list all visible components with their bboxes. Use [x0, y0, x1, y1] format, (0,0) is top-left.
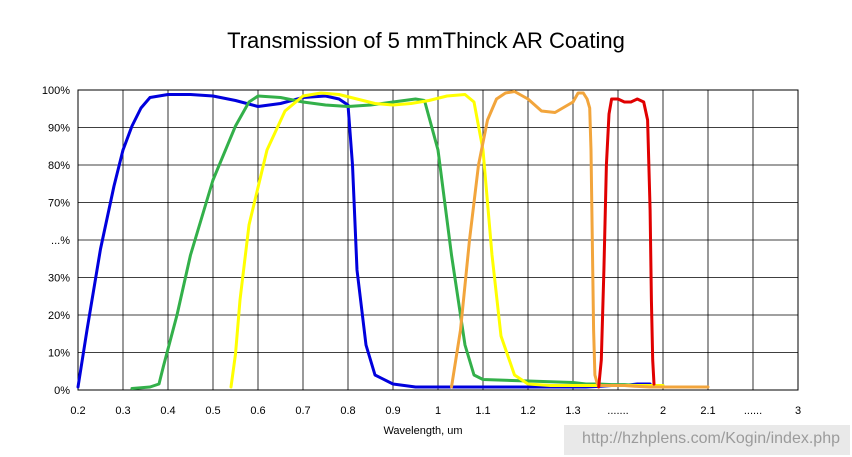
x-tick-label: 1.2	[520, 405, 535, 417]
y-tick-label: 20%	[48, 310, 70, 322]
y-tick-label: 90%	[48, 123, 70, 135]
x-axis-label: Wavelength, um	[383, 425, 462, 437]
x-tick-label: 1	[435, 405, 441, 417]
x-tick-label: .......	[607, 405, 628, 417]
series-line-4	[450, 90, 710, 389]
series-line-1	[76, 93, 652, 389]
x-tick-label: 1.3	[565, 405, 580, 417]
y-tick-label: 10%	[48, 348, 70, 360]
x-tick-label: 0.5	[205, 405, 220, 417]
x-tick-label: 2	[660, 405, 666, 417]
x-tick-label: 0.6	[250, 405, 265, 417]
chart-title: Transmission of 5 mmThinck AR Coating	[227, 28, 625, 53]
x-tick-label: 0.7	[295, 405, 310, 417]
series-layer	[76, 90, 710, 390]
x-tick-label: 0.8	[340, 405, 355, 417]
y-tick-label: 70%	[48, 198, 70, 210]
watermark-text: http://hzhplens.com/Kogin/index.php	[582, 430, 840, 447]
x-tick-label: 0.4	[160, 405, 175, 417]
y-tick-label: 100%	[42, 85, 70, 97]
x-tick-label: 2.1	[700, 405, 715, 417]
series-line-5	[597, 97, 656, 389]
y-tick-label: 30%	[48, 273, 70, 285]
x-tick-label: ......	[744, 405, 762, 417]
y-tick-label: 0%	[54, 385, 70, 397]
x-tick-label: 3	[795, 405, 801, 417]
x-tick-label: 0.3	[115, 405, 130, 417]
y-tick-label: ...%	[51, 235, 70, 247]
x-tick-label: 0.2	[70, 405, 85, 417]
grid-lines	[77, 89, 799, 391]
x-tick-label: 1.1	[475, 405, 490, 417]
axis-layer: 0.2 0.3 0.4 0.5 0.6 0.7 0.8 0.9 1 1.1 1.2 1.3......…	[42, 85, 801, 417]
series-line-2	[130, 94, 665, 390]
x-tick-label: 0.9	[385, 405, 400, 417]
watermark-box: http://hzhplens.com/Kogin/index.php	[564, 425, 850, 455]
y-tick-label: 80%	[48, 160, 70, 172]
